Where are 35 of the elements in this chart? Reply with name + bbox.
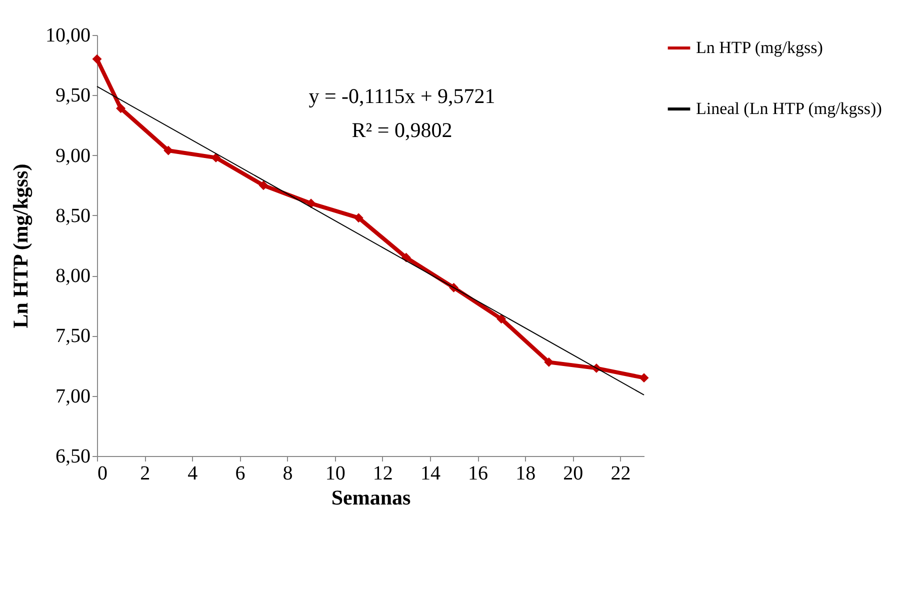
x-tick-label: 0: [98, 462, 108, 484]
x-tick-label: 12: [372, 462, 393, 484]
x-tick-label: 4: [188, 462, 198, 484]
x-tick-label: 2: [140, 462, 150, 484]
point: [544, 357, 554, 367]
x-tick-label: 22: [610, 462, 631, 484]
x-axis-title: Semanas: [331, 486, 411, 510]
y-tick-label: 9,00: [56, 144, 90, 167]
point: [354, 213, 364, 223]
legend-label: Lineal (Ln HTP (mg/kgss)): [696, 99, 882, 118]
legend-label: Ln HTP (mg/kgss): [696, 38, 823, 57]
y-tick-label: 9,50: [56, 84, 90, 107]
y-tick-label: 7,50: [56, 325, 90, 348]
y-tick-label: 6,50: [56, 446, 90, 468]
point: [92, 54, 102, 64]
annotation: y = -0,1115x + 9,5721: [308, 84, 496, 108]
x-tick-label: 6: [235, 462, 246, 484]
point: [211, 152, 221, 162]
x-tick-label: 20: [563, 462, 584, 484]
point: [639, 373, 649, 383]
y-axis-title: Ln HTP (mg/kgss): [8, 164, 32, 328]
y-tick-label: 8,50: [56, 204, 90, 227]
x-tick-label: 10: [325, 462, 346, 484]
point: [306, 198, 316, 208]
y-tick-label: 7,00: [56, 385, 90, 408]
annotation: R² = 0,9802: [352, 118, 452, 142]
point: [258, 180, 268, 190]
y-tick-label: 8,00: [56, 265, 90, 288]
x-tick-label: 14: [420, 462, 440, 484]
point: [496, 314, 506, 324]
x-tick-label: 16: [468, 462, 488, 484]
point: [116, 104, 126, 114]
x-tick-label: 8: [282, 462, 293, 484]
x-tick-label: 18: [516, 462, 536, 484]
y-tick-label: 10,00: [46, 24, 90, 46]
